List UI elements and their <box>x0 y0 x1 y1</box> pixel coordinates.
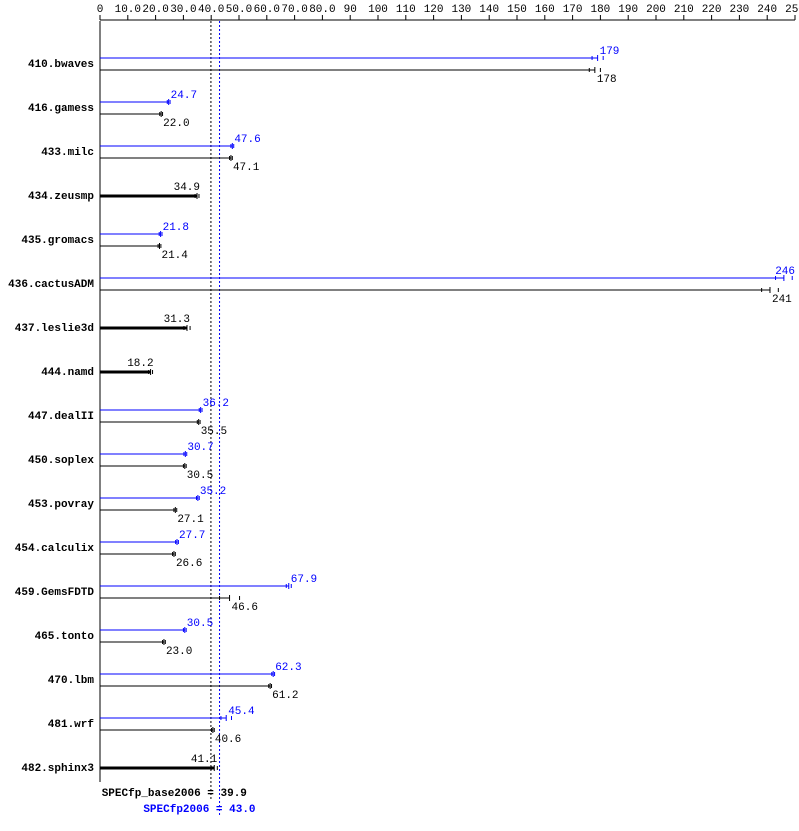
benchmark-label: 447.dealII <box>28 411 94 423</box>
benchmark-label: 433.milc <box>41 147 94 159</box>
x-axis-tick-label: 0 <box>97 4 104 16</box>
peak-value-label: 67.9 <box>291 574 317 586</box>
base-value-label: 30.5 <box>187 470 213 482</box>
peak-value-label: 24.7 <box>171 90 197 102</box>
x-axis-tick-label: 180 <box>590 4 610 16</box>
x-axis-tick-label: 190 <box>618 4 638 16</box>
x-axis-tick-label: 240 <box>757 4 777 16</box>
x-axis-tick-label: 230 <box>729 4 749 16</box>
x-axis-tick-label: 220 <box>702 4 722 16</box>
base-value-label: 23.0 <box>166 646 192 658</box>
benchmark-label: 437.leslie3d <box>15 323 94 335</box>
peak-value-label: 36.2 <box>203 398 229 410</box>
x-axis-tick-label: 100 <box>368 4 388 16</box>
base-value-label: 26.6 <box>176 558 202 570</box>
chart-background <box>0 0 799 831</box>
x-axis-tick-label: 80.0 <box>309 4 335 16</box>
peak-value-label: 30.7 <box>187 442 213 454</box>
single-value-label: 31.3 <box>164 314 190 326</box>
base-value-label: 178 <box>597 74 617 86</box>
base-value-label: 47.1 <box>233 162 260 174</box>
benchmark-label: 453.povray <box>28 499 94 511</box>
single-value-label: 18.2 <box>127 358 153 370</box>
peak-value-label: 27.7 <box>179 530 205 542</box>
spec-chart: 0 10.020.030.040.050.060.070.080.0 90 100 11… <box>0 0 799 831</box>
single-value-label: 34.9 <box>174 182 200 194</box>
base-value-label: 40.6 <box>215 734 241 746</box>
benchmark-label: 481.wrf <box>48 719 95 731</box>
benchmark-label: 435.gromacs <box>21 235 94 247</box>
benchmark-label: 470.lbm <box>48 675 95 687</box>
x-axis-tick-label: 140 <box>479 4 499 16</box>
benchmark-label: 482.sphinx3 <box>21 763 94 775</box>
benchmark-label: 410.bwaves <box>28 59 94 71</box>
peak-value-label: 21.8 <box>163 222 189 234</box>
summary-peak-label: SPECfp2006 = 43.0 <box>143 804 255 816</box>
x-axis-tick-label: 170 <box>563 4 583 16</box>
base-value-label: 35.5 <box>201 426 227 438</box>
x-axis-tick-label: 70.0 <box>281 4 307 16</box>
x-axis-tick-label: 150 <box>507 4 527 16</box>
x-axis-tick-label: 130 <box>451 4 471 16</box>
peak-value-label: 45.4 <box>228 706 255 718</box>
base-value-label: 27.1 <box>177 514 204 526</box>
x-axis-tick-label: 90 <box>344 4 357 16</box>
x-axis-tick-label: 10.0 <box>115 4 141 16</box>
peak-value-label: 35.2 <box>200 486 226 498</box>
x-axis-tick-label: 160 <box>535 4 555 16</box>
benchmark-label: 454.calculix <box>15 543 95 555</box>
base-value-label: 21.4 <box>161 250 188 262</box>
benchmark-label: 459.GemsFDTD <box>15 587 95 599</box>
peak-value-label: 246 <box>775 266 795 278</box>
peak-value-label: 179 <box>600 46 620 58</box>
single-value-label: 41.1 <box>191 754 218 766</box>
x-axis-tick-label: 30.0 <box>170 4 196 16</box>
benchmark-label: 444.namd <box>41 367 94 379</box>
base-value-label: 46.6 <box>232 602 258 614</box>
peak-value-label: 62.3 <box>275 662 301 674</box>
x-axis-tick-label: 40.0 <box>198 4 224 16</box>
summary-base-label: SPECfp_base2006 = 39.9 <box>102 788 247 800</box>
benchmark-label: 465.tonto <box>35 631 95 643</box>
x-axis-tick-label: 110 <box>396 4 416 16</box>
x-axis-tick-label: 60.0 <box>254 4 280 16</box>
benchmark-label: 436.cactusADM <box>8 279 94 291</box>
x-axis-tick-label: 50.0 <box>226 4 252 16</box>
x-axis-tick-label: 200 <box>646 4 666 16</box>
benchmark-label: 434.zeusmp <box>28 191 94 203</box>
x-axis-tick-label: 250 <box>785 4 799 16</box>
peak-value-label: 30.5 <box>187 618 213 630</box>
x-axis-tick-label: 120 <box>424 4 444 16</box>
base-value-label: 241 <box>772 294 792 306</box>
benchmark-label: 450.soplex <box>28 455 94 467</box>
x-axis-tick-label: 20.0 <box>142 4 168 16</box>
peak-value-label: 47.6 <box>234 134 260 146</box>
base-value-label: 61.2 <box>272 690 298 702</box>
benchmark-label: 416.gamess <box>28 103 94 115</box>
base-value-label: 22.0 <box>163 118 189 130</box>
x-axis-tick-label: 210 <box>674 4 694 16</box>
